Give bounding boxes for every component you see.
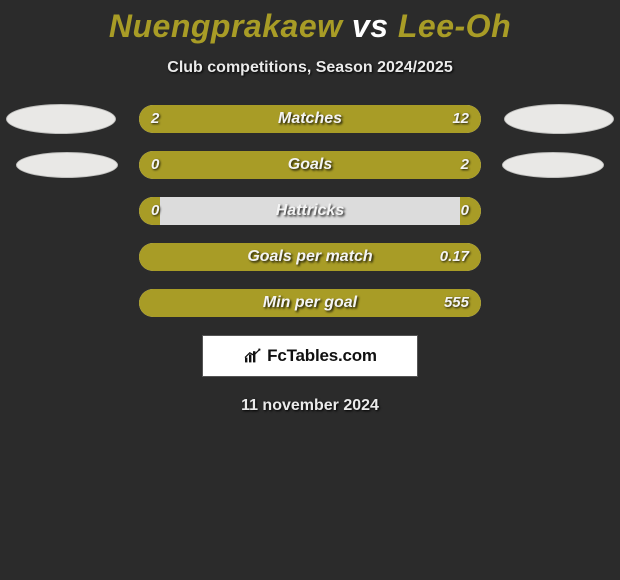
title-vs: vs <box>343 8 398 44</box>
stat-bar: 02Goals <box>139 151 481 179</box>
brand-text: FcTables.com <box>267 346 377 366</box>
stat-label: Hattricks <box>139 197 481 225</box>
player2-avatar <box>504 104 614 134</box>
stat-row: 02Goals <box>0 151 620 179</box>
title: Nuengprakaew vs Lee-Oh <box>0 8 620 45</box>
player1-avatar <box>6 104 116 134</box>
stat-row: 00Hattricks <box>0 197 620 225</box>
stat-bar: 00Hattricks <box>139 197 481 225</box>
stat-bar: 555Min per goal <box>139 289 481 317</box>
stat-label: Min per goal <box>139 289 481 317</box>
stat-label: Goals per match <box>139 243 481 271</box>
stats-list: 212Matches 02Goals 00Hattricks 0.17Goals pe… <box>0 105 620 317</box>
stat-row: 0.17Goals per match <box>0 243 620 271</box>
stat-label: Matches <box>139 105 481 133</box>
stat-bar: 212Matches <box>139 105 481 133</box>
title-player1: Nuengprakaew <box>109 8 343 44</box>
player1-avatar <box>16 152 118 178</box>
stat-bar: 0.17Goals per match <box>139 243 481 271</box>
player2-avatar <box>502 152 604 178</box>
stat-row: 555Min per goal <box>0 289 620 317</box>
brand-box: FcTables.com <box>202 335 418 377</box>
title-player2: Lee-Oh <box>398 8 511 44</box>
stat-row: 212Matches <box>0 105 620 133</box>
comparison-infographic: Nuengprakaew vs Lee-Oh Club competitions… <box>0 0 620 415</box>
stat-label: Goals <box>139 151 481 179</box>
subtitle: Club competitions, Season 2024/2025 <box>0 59 620 77</box>
chart-icon <box>243 348 263 364</box>
date: 11 november 2024 <box>0 397 620 415</box>
